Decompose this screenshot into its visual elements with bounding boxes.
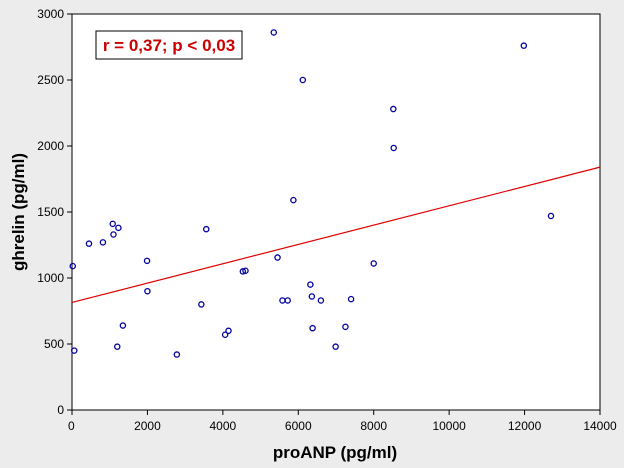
data-point [370,260,377,267]
y-tick-label: 2000 [37,139,64,153]
data-point [284,297,291,304]
data-point [203,225,210,233]
y-tick-label: 3000 [37,7,64,21]
data-point [144,287,151,295]
y-tick-label: 500 [44,337,64,351]
data-point [239,268,247,275]
regression-line [71,166,601,304]
x-tick-label: 12000 [508,419,542,433]
data-point [390,105,397,113]
data-point [173,351,181,358]
x-tick-label: 10000 [432,419,466,433]
data-point [274,254,281,261]
data-point [342,323,349,331]
y-axis-title: ghrelin (pg/ml) [9,153,28,271]
x-tick-label: 4000 [210,419,237,433]
x-axis-ticks: 0 2000 4000 6000 8000 10000 12000 14000 [68,410,617,433]
plot-area [71,13,601,411]
data-point [221,331,229,339]
data-point [332,343,339,350]
data-point [114,343,121,350]
data-point [198,301,205,308]
data-point [520,42,528,49]
regression-line-group [71,166,601,304]
x-tick-label: 2000 [134,419,161,433]
y-tick-label: 2500 [37,73,64,87]
data-point [242,267,249,274]
annotation-box [95,30,243,60]
data-point [143,257,151,265]
y-tick-label: 0 [57,403,64,417]
data-point [225,327,232,335]
data-point [307,281,314,288]
x-tick-label: 0 [68,419,75,433]
data-point [317,297,325,304]
x-axis-title: proANP (pg/ml) [273,443,397,462]
data-point [309,324,316,332]
x-tick-label: 8000 [360,419,387,433]
data-point [110,231,117,238]
data-point [109,220,116,228]
data-point [85,240,93,247]
y-tick-label: 1000 [37,271,64,285]
data-point [119,322,127,329]
data-point [71,347,78,354]
data-point [270,29,278,36]
x-tick-label: 6000 [285,419,312,433]
data-point [308,293,316,300]
data-point [69,262,77,270]
data-points [69,29,555,358]
y-tick-label: 1500 [37,205,64,219]
data-point [347,295,355,303]
data-point [547,212,555,220]
correlation-annotation: r = 0,37; p < 0,03 [103,36,235,55]
data-point [299,76,307,84]
data-point [290,196,297,204]
data-point [115,224,122,232]
data-point [390,144,397,152]
x-tick-label: 14000 [583,419,617,433]
data-point [99,239,107,246]
y-axis-ticks: 0 500 1000 1500 2000 2500 3000 [37,7,72,417]
